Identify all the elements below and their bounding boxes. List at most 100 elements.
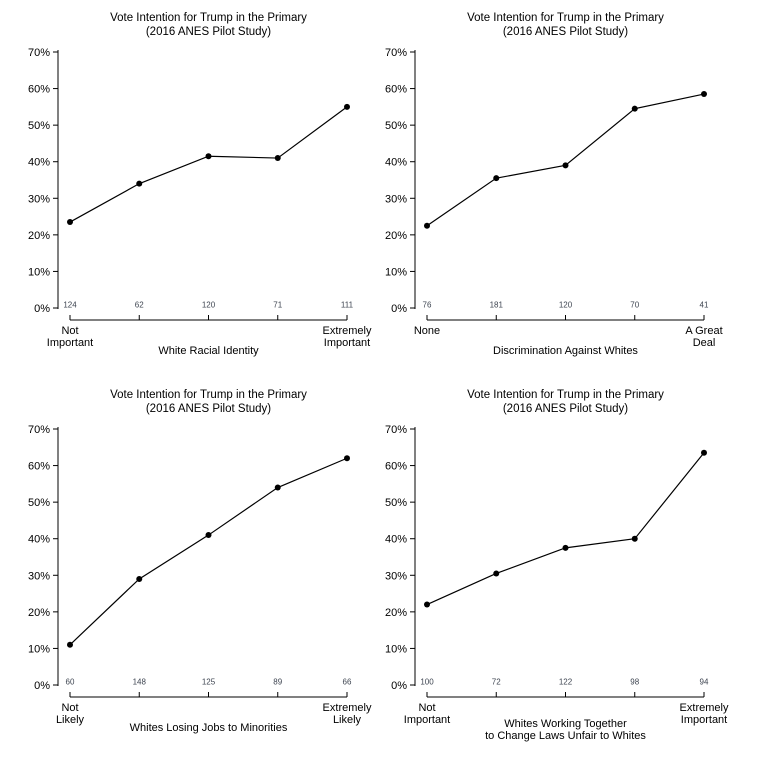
data-point — [344, 455, 350, 462]
series-line — [426, 93, 705, 227]
chart-whites-losing-jobs: Vote Intention for Trump in the Primary (… — [0, 377, 380, 757]
x-axis-title: Whites Losing Jobs to Minorities — [130, 722, 288, 734]
chart-white-racial-identity: Vote Intention for Trump in the Primary (… — [0, 0, 380, 380]
sample-size-label: 111 — [341, 301, 354, 310]
x-first-category-label: Not — [61, 702, 78, 714]
x-axis-title: White Racial Identity — [158, 345, 259, 357]
sample-size-label: 124 — [63, 301, 77, 310]
sample-size-label: 89 — [273, 678, 282, 687]
data-point — [493, 175, 500, 182]
data-point — [493, 570, 500, 577]
y-tick-label: 50% — [28, 497, 50, 509]
x-last-category-label: Extremely — [323, 325, 372, 337]
data-point — [562, 162, 569, 169]
chart-canvas: Vote Intention for Trump in the Primary (… — [385, 12, 723, 357]
y-tick-label: 10% — [28, 266, 50, 278]
series-line — [69, 457, 348, 646]
y-tick-label: 0% — [34, 680, 50, 692]
y-tick-label: 10% — [385, 266, 407, 278]
y-tick-label: 70% — [28, 424, 50, 436]
y-tick-label: 40% — [385, 534, 407, 546]
x-axis-title: Whites Working Together — [504, 718, 627, 730]
chart-subtitle: (2016 ANES Pilot Study) — [503, 403, 628, 415]
chart-canvas: Vote Intention for Trump in the Primary (… — [28, 12, 372, 357]
x-first-category-label: None — [414, 325, 440, 337]
sample-size-label: 66 — [343, 678, 352, 687]
x-first-category-label: Not — [61, 325, 78, 337]
sample-size-label: 122 — [559, 678, 573, 687]
sample-size-label: 100 — [420, 678, 434, 687]
y-tick-label: 30% — [28, 193, 50, 205]
x-axis-title: Discrimination Against Whites — [493, 345, 638, 357]
chart-subtitle: (2016 ANES Pilot Study) — [146, 26, 271, 38]
y-tick-label: 70% — [28, 47, 50, 59]
sample-size-label: 41 — [700, 301, 709, 310]
x-first-category-label: Not — [418, 702, 435, 714]
sample-size-label: 98 — [630, 678, 639, 687]
x-last-category-label: A Great — [685, 325, 722, 337]
data-point — [274, 484, 281, 491]
x-first-category-label: Likely — [56, 714, 85, 726]
chart-title: Vote Intention for Trump in the Primary — [467, 12, 664, 24]
x-first-category-label: Important — [47, 337, 93, 349]
sample-size-label: 70 — [630, 301, 639, 310]
chart-canvas: Vote Intention for Trump in the Primary (… — [385, 389, 729, 742]
x-first-category-label: Important — [404, 714, 450, 726]
y-tick-label: 30% — [385, 570, 407, 582]
x-last-category-label: Extremely — [323, 702, 372, 714]
sample-size-label: 76 — [423, 301, 432, 310]
x-axis-title: to Change Laws Unfair to Whites — [485, 730, 646, 742]
sample-size-label: 120 — [559, 301, 573, 310]
y-tick-label: 50% — [385, 497, 407, 509]
sample-size-label: 62 — [135, 301, 144, 310]
y-tick-label: 40% — [28, 534, 50, 546]
y-tick-label: 60% — [385, 84, 407, 96]
chart-title: Vote Intention for Trump in the Primary — [467, 389, 664, 401]
y-tick-label: 70% — [385, 47, 407, 59]
y-tick-label: 10% — [28, 643, 50, 655]
series-line — [426, 452, 705, 606]
y-tick-label: 30% — [28, 570, 50, 582]
data-point — [344, 103, 350, 110]
y-tick-label: 40% — [28, 157, 50, 169]
chart-whites-working-together: Vote Intention for Trump in the Primary (… — [357, 377, 737, 757]
data-point — [136, 180, 143, 187]
x-last-category-label: Deal — [693, 337, 716, 349]
data-point — [67, 219, 73, 226]
data-point — [274, 155, 281, 162]
data-point — [424, 601, 430, 608]
data-point — [67, 641, 73, 648]
x-last-category-label: Important — [324, 337, 370, 349]
chart-canvas: Vote Intention for Trump in the Primary (… — [28, 389, 372, 734]
y-tick-label: 60% — [28, 461, 50, 473]
y-tick-label: 60% — [28, 84, 50, 96]
chart-subtitle: (2016 ANES Pilot Study) — [503, 26, 628, 38]
data-point — [562, 544, 569, 551]
y-tick-label: 20% — [28, 230, 50, 242]
sample-size-label: 72 — [492, 678, 501, 687]
y-tick-label: 30% — [385, 193, 407, 205]
y-tick-label: 50% — [28, 120, 50, 132]
y-tick-label: 20% — [385, 607, 407, 619]
sample-size-label: 94 — [700, 678, 709, 687]
chart-subtitle: (2016 ANES Pilot Study) — [146, 403, 271, 415]
y-tick-label: 50% — [385, 120, 407, 132]
data-point — [701, 91, 707, 98]
sample-size-label: 181 — [490, 301, 504, 310]
y-tick-label: 20% — [28, 607, 50, 619]
sample-size-label: 125 — [202, 678, 216, 687]
data-point — [136, 575, 143, 582]
sample-size-label: 71 — [273, 301, 282, 310]
chart-title: Vote Intention for Trump in the Primary — [110, 389, 307, 401]
y-tick-label: 0% — [391, 303, 407, 315]
sample-size-label: 148 — [133, 678, 147, 687]
y-tick-label: 70% — [385, 424, 407, 436]
x-last-category-label: Extremely — [680, 702, 729, 714]
data-point — [205, 532, 212, 539]
sample-size-label: 60 — [66, 678, 75, 687]
y-tick-label: 60% — [385, 461, 407, 473]
x-last-category-label: Likely — [333, 714, 362, 726]
x-last-category-label: Important — [681, 714, 727, 726]
sample-size-label: 120 — [202, 301, 216, 310]
